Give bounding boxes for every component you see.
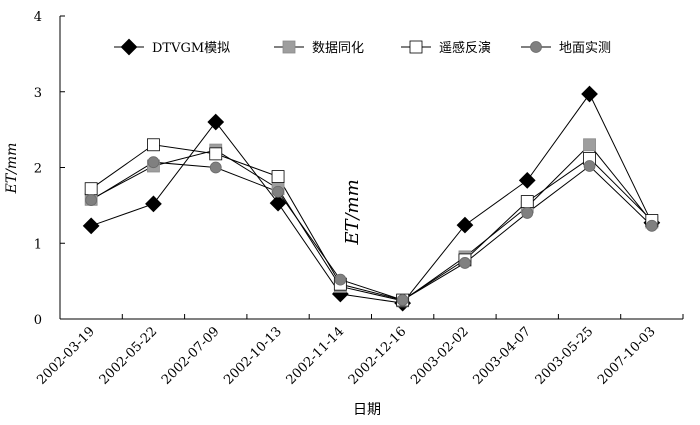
data-point-s4 <box>334 273 347 286</box>
legend-label: 数据同化 <box>312 41 364 56</box>
legend-label: 地面实测 <box>559 41 611 56</box>
data-point-s4 <box>645 219 658 232</box>
data-point-s3 <box>147 138 160 152</box>
legend-label: DTVGM模拟 <box>152 41 230 56</box>
data-point-s4 <box>272 185 284 198</box>
series-lines <box>90 93 653 304</box>
y-tick-label: 4 <box>34 10 42 25</box>
data-point-s3 <box>209 147 223 161</box>
x-axis-title: 日期 <box>353 402 381 418</box>
y-tick-label: 1 <box>34 237 42 252</box>
x-tick-label: 2002-12-16 <box>346 324 410 388</box>
data-point-s1 <box>518 172 536 189</box>
x-tick-label: 2007-10-03 <box>595 324 659 388</box>
x-tick-label: 2002-11-14 <box>284 324 348 388</box>
data-point-s1 <box>581 85 598 103</box>
data-point-s4 <box>85 194 98 206</box>
data-point-s1 <box>207 113 225 131</box>
x-tick-label: 2003-05-25 <box>533 324 597 388</box>
inner-annotation: ET/mm <box>342 179 363 245</box>
legend-marker <box>120 38 138 56</box>
legend-marker <box>530 41 542 53</box>
series-line-3 <box>90 144 653 301</box>
data-point-s4 <box>209 161 222 174</box>
data-point-s4 <box>396 294 409 306</box>
data-point-s2 <box>583 138 596 152</box>
legend-marker <box>282 40 296 54</box>
series-markers <box>82 85 661 312</box>
x-tick-label: 2002-03-19 <box>34 324 98 388</box>
data-point-s4 <box>521 207 534 219</box>
data-point-s3 <box>520 195 534 208</box>
data-point-s4 <box>147 156 160 169</box>
x-tick-label: 2002-05-22 <box>97 324 161 388</box>
legend-marker <box>409 40 423 54</box>
data-point-s3 <box>271 170 285 183</box>
data-point-s1 <box>269 194 287 212</box>
data-point-s1 <box>145 195 162 213</box>
y-ticks: 0 1 2 3 4 <box>34 10 65 328</box>
series-line-1 <box>90 93 653 304</box>
y-axis-title: ET/mm <box>4 143 20 195</box>
data-point-s4 <box>459 257 471 269</box>
x-tick-label: 2002-10-13 <box>221 324 285 388</box>
x-ticks: 2002-03-192002-05-222002-07-092002-10-13… <box>34 314 684 388</box>
legend-label: 遥感反演 <box>439 40 491 56</box>
y-tick-label: 0 <box>34 313 42 328</box>
data-point-s1 <box>82 217 100 235</box>
x-tick-label: 2003-02-02 <box>408 324 472 388</box>
x-tick-label: 2002-07-09 <box>159 324 223 388</box>
data-point-s4 <box>583 160 596 172</box>
x-tick-label: 2003-04-07 <box>470 324 534 388</box>
data-point-s1 <box>456 216 474 234</box>
data-point-s3 <box>84 182 98 196</box>
y-tick-label: 3 <box>34 86 42 101</box>
y-tick-label: 2 <box>34 162 42 177</box>
series-line-4 <box>90 161 653 301</box>
legend: DTVGM模拟 数据同化 遥感反演 地面实测 <box>114 38 611 56</box>
series-line-2 <box>90 144 653 302</box>
